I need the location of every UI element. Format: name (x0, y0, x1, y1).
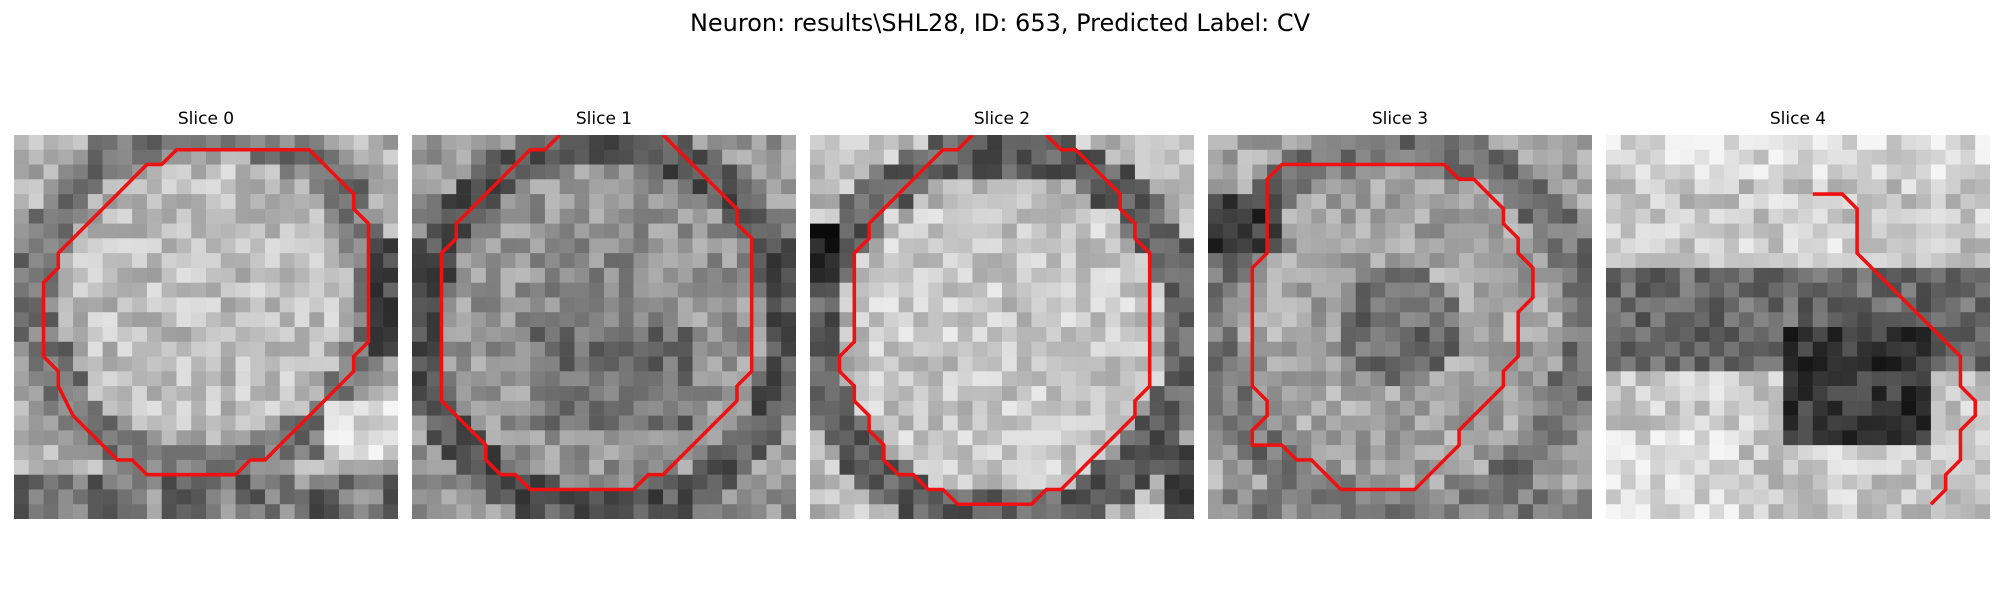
segmentation-contour (1812, 192, 1978, 506)
slice-title-3: Slice 3 (1371, 109, 1429, 129)
slice-title-4: Slice 4 (1769, 109, 1827, 129)
slice-panel-3: Slice 3 (1208, 108, 1592, 520)
slice-panel-4: Slice 4 (1606, 108, 1990, 520)
slice-panel-2: Slice 2 (810, 108, 1194, 520)
slice-image-0 (14, 135, 398, 519)
slice-title-2: Slice 2 (973, 109, 1031, 129)
slice-image-2 (810, 135, 1194, 519)
segmentation-contour (837, 135, 1152, 507)
slice-title-1: Slice 1 (575, 109, 633, 129)
figure-title: Neuron: results\SHL28, ID: 653, Predicte… (689, 9, 1311, 37)
slice-title-0: Slice 0 (177, 109, 235, 129)
slice-image-3 (1208, 135, 1592, 519)
slice-image-4 (1606, 135, 1990, 519)
slice-panel-1: Slice 1 (412, 108, 796, 520)
segmentation-contour (41, 147, 371, 477)
segmentation-contour (1250, 162, 1535, 492)
slice-image-1 (412, 135, 796, 519)
slice-panel-0: Slice 0 (14, 108, 398, 520)
segmentation-contour (439, 135, 754, 492)
